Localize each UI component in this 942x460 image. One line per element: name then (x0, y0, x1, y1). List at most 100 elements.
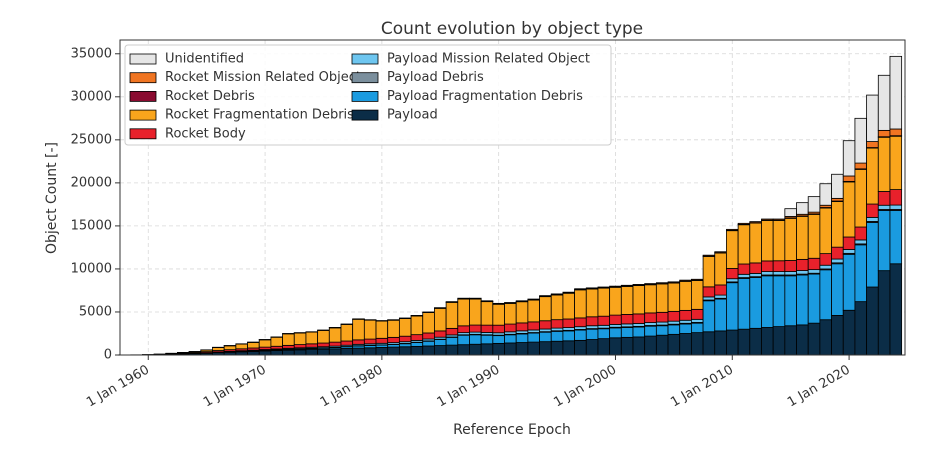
bar-segment (680, 333, 692, 355)
bar-segment (469, 335, 481, 344)
bar-segment (715, 253, 727, 285)
bar-segment (434, 346, 446, 355)
bar-segment (750, 263, 762, 274)
bar-segment (575, 289, 587, 290)
bar-segment (481, 302, 493, 325)
bar-segment (469, 325, 481, 332)
bar-segment (867, 148, 879, 204)
bar-segment (621, 337, 633, 355)
bar-segment (715, 295, 727, 298)
bar-segment (832, 174, 844, 198)
bar-segment (551, 294, 563, 295)
bar-segment (703, 332, 715, 355)
bar-segment (691, 279, 703, 280)
bar-segment (598, 287, 610, 288)
bar-segment (446, 328, 458, 335)
bar-segment (505, 335, 517, 343)
bar-segment (411, 316, 423, 335)
bar-segment (761, 220, 773, 260)
bar-segment (423, 346, 435, 355)
bar-segment (399, 344, 411, 347)
bar-segment (656, 283, 668, 284)
bar-segment (726, 279, 738, 282)
bar-segment (867, 204, 879, 217)
bar-segment (890, 264, 902, 355)
bar-segment (458, 335, 470, 344)
bar-segment (808, 274, 820, 323)
y-tick-label: 20000 (71, 175, 112, 190)
bar-segment (586, 317, 598, 326)
bar-segment (586, 288, 598, 289)
bar-segment (820, 265, 832, 269)
bar-segment (446, 302, 458, 328)
legend-label: Rocket Body (165, 126, 246, 141)
bar-segment (516, 301, 528, 302)
bar-segment (867, 95, 879, 141)
bar-segment (259, 351, 271, 355)
x-tick-label: 1 Jan 1980 (318, 363, 386, 411)
bar-segment (867, 217, 879, 221)
bar-segment (773, 219, 785, 220)
bar-segment (656, 335, 668, 355)
bar-segment (528, 299, 540, 300)
bar-segment (785, 218, 797, 260)
bar-segment (353, 348, 365, 355)
bar-segment (423, 313, 435, 333)
bar-segment (399, 347, 411, 355)
x-tick-label: 1 Jan 1960 (84, 363, 152, 411)
bar-segment (528, 342, 540, 355)
bar-segment (563, 341, 575, 355)
bar-segment (551, 331, 563, 341)
bar-segment (797, 275, 809, 325)
bar-segment (797, 203, 809, 215)
bar-segment (726, 283, 738, 330)
bar-segment (306, 344, 318, 347)
bar-segment (318, 343, 330, 347)
bar-segment (808, 214, 820, 258)
bar-segment (680, 324, 692, 333)
bar-segment (248, 351, 260, 355)
bar-segment (575, 330, 587, 340)
bar-segment (575, 340, 587, 355)
bar-segment (820, 270, 832, 320)
bar-segment (551, 328, 563, 331)
bar-segment (563, 292, 575, 293)
bar-segment (353, 319, 365, 340)
bar-segment (621, 314, 633, 323)
bar-segment (878, 130, 890, 136)
bar-segment (528, 300, 540, 322)
bar-segment (633, 323, 645, 326)
bar-segment (668, 283, 680, 311)
bar-segment (668, 321, 680, 324)
bar-segment (656, 326, 668, 335)
bar-segment (458, 345, 470, 355)
bar-segment (540, 297, 552, 321)
bar-segment (341, 348, 353, 355)
bar-segment (364, 348, 376, 355)
bar-segment (540, 321, 552, 329)
bar-segment (598, 316, 610, 325)
y-tick-label: 0 (104, 348, 112, 363)
bar-segment (540, 296, 552, 297)
chart-title: Count evolution by object type (381, 19, 643, 39)
bar-segment (598, 325, 610, 328)
bar-segment (773, 261, 785, 272)
x-tick-label: 1 Jan 2000 (551, 363, 619, 411)
bar-segment (843, 176, 855, 181)
bar-segment (481, 325, 493, 332)
legend-label: Rocket Mission Related Object (165, 70, 361, 85)
bar-segment (867, 222, 879, 287)
x-axis-label: Reference Epoch (453, 422, 571, 438)
bar-segment (691, 319, 703, 322)
bar-segment (399, 319, 411, 337)
bar-segment (691, 323, 703, 332)
bar-segment (621, 286, 633, 314)
y-axis-label: Object Count [-] (44, 142, 60, 254)
legend-swatch (130, 129, 156, 139)
bar-segment (212, 348, 224, 351)
bar-segment (878, 191, 890, 205)
bar-segment (633, 284, 645, 285)
bar-segment (750, 278, 762, 329)
bar-segment (516, 302, 528, 323)
bar-segment (761, 219, 773, 220)
